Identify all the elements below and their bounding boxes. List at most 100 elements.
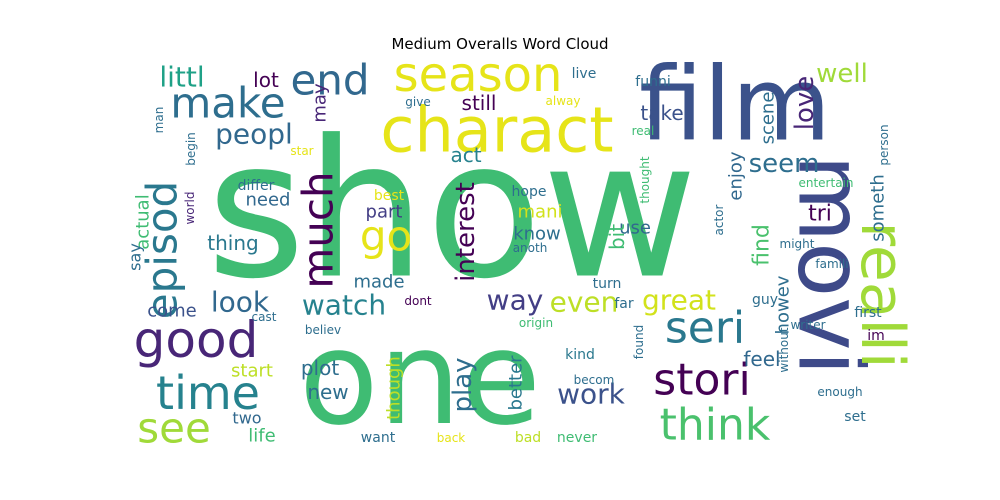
word-feel: feel bbox=[743, 347, 780, 371]
word-back: back bbox=[437, 431, 466, 445]
word-alway: alway bbox=[546, 94, 581, 108]
word-though: though bbox=[384, 356, 405, 420]
word-realli: realli bbox=[847, 221, 917, 368]
word-live: live bbox=[572, 66, 597, 82]
word-turn: turn bbox=[593, 276, 622, 292]
word-seri: seri bbox=[665, 303, 745, 354]
word-watch: watch bbox=[302, 289, 386, 322]
word-bit: bit bbox=[605, 224, 629, 250]
word-movi: movi bbox=[778, 154, 883, 375]
word-might: might bbox=[780, 237, 815, 251]
word-writer: writer bbox=[790, 318, 825, 332]
word-best: best bbox=[374, 188, 405, 204]
word-made: made bbox=[353, 272, 404, 293]
word-work: work bbox=[557, 378, 626, 411]
word-want: want bbox=[361, 430, 396, 446]
word-charact: charact bbox=[380, 94, 613, 167]
word-peopl: peopl bbox=[215, 118, 293, 151]
word-anoth: anoth bbox=[513, 241, 548, 255]
word-origin: origin bbox=[519, 316, 553, 330]
word-one: one bbox=[299, 302, 541, 454]
word-play: play bbox=[448, 357, 478, 412]
word-kind: kind bbox=[565, 347, 595, 363]
word-two: two bbox=[232, 409, 261, 428]
word-film: film bbox=[639, 46, 831, 165]
word-plot: plot bbox=[301, 356, 339, 380]
word-person: person bbox=[877, 124, 891, 165]
word-man: man bbox=[152, 107, 166, 134]
word-scene: scene bbox=[758, 92, 779, 145]
word-use: use bbox=[619, 218, 651, 239]
word-first: first bbox=[854, 305, 882, 321]
word-bad: bad bbox=[515, 430, 541, 446]
word-act: act bbox=[450, 143, 481, 167]
word-famili: famili bbox=[815, 257, 848, 271]
word-set: set bbox=[844, 409, 866, 425]
word-mani: mani bbox=[518, 202, 563, 223]
word-actor: actor bbox=[712, 204, 726, 235]
word-howev: howev bbox=[773, 275, 794, 334]
word-found: found bbox=[632, 325, 646, 359]
word-show: show bbox=[206, 100, 697, 321]
word-enjoy: enjoy bbox=[726, 151, 747, 200]
word-make: make bbox=[170, 79, 285, 128]
word-funni: funni bbox=[635, 74, 670, 90]
word-tri: tri bbox=[808, 202, 832, 227]
word-seem: seem bbox=[749, 149, 820, 179]
word-good: good bbox=[134, 311, 259, 369]
word-episod: episod bbox=[138, 181, 187, 319]
word-cast: cast bbox=[252, 310, 277, 324]
word-never: never bbox=[557, 430, 597, 446]
word-new: new bbox=[307, 380, 348, 404]
word-take: take bbox=[640, 101, 683, 125]
word-need: need bbox=[246, 190, 291, 211]
word-time: time bbox=[156, 366, 260, 420]
word-still: still bbox=[462, 91, 497, 115]
word-give: give bbox=[405, 95, 430, 109]
word-real: real bbox=[632, 124, 655, 138]
word-thought: thought bbox=[638, 156, 652, 203]
word-differ: differ bbox=[238, 178, 275, 194]
word-better: better bbox=[506, 355, 527, 411]
word-becom: becom bbox=[574, 373, 615, 387]
chart-title: Medium Overalls Word Cloud bbox=[391, 35, 609, 53]
word-begin: begin bbox=[184, 132, 198, 166]
word-even: even bbox=[550, 286, 619, 319]
word-actual: actual bbox=[133, 194, 154, 249]
word-look: look bbox=[211, 286, 270, 319]
word-hope: hope bbox=[512, 184, 547, 200]
word-know: know bbox=[513, 224, 561, 245]
word-say: say bbox=[126, 243, 145, 271]
word-come: come bbox=[147, 301, 197, 322]
word-thing: thing bbox=[207, 231, 258, 255]
word-someth: someth bbox=[868, 174, 889, 241]
word-believ: believ bbox=[305, 323, 341, 337]
word-much: much bbox=[294, 171, 343, 288]
word-lot: lot bbox=[253, 68, 279, 92]
word-find: find bbox=[750, 224, 775, 266]
word-may: may bbox=[310, 83, 331, 123]
word-without: without bbox=[777, 327, 791, 372]
word-entertain: entertain bbox=[798, 176, 853, 190]
word-season: season bbox=[394, 47, 563, 103]
word-world: world bbox=[183, 191, 197, 224]
word-star: star bbox=[290, 144, 313, 158]
word-enough: enough bbox=[817, 385, 862, 399]
word-well: well bbox=[816, 59, 868, 89]
word-guy: guy bbox=[752, 292, 778, 308]
word-see: see bbox=[137, 404, 211, 453]
word-dont: dont bbox=[404, 294, 432, 308]
word-way: way bbox=[487, 284, 544, 317]
word-littl: littl bbox=[159, 61, 204, 94]
word-start: start bbox=[231, 361, 273, 382]
word-im: im bbox=[867, 328, 885, 344]
word-life: life bbox=[248, 426, 275, 447]
word-part: part bbox=[366, 202, 403, 223]
word-love: love bbox=[790, 76, 820, 131]
word-interest: interest bbox=[451, 182, 481, 282]
word-go: go bbox=[360, 212, 412, 261]
word-think: think bbox=[660, 400, 771, 451]
word-end: end bbox=[290, 56, 369, 105]
word-great: great bbox=[642, 284, 716, 317]
